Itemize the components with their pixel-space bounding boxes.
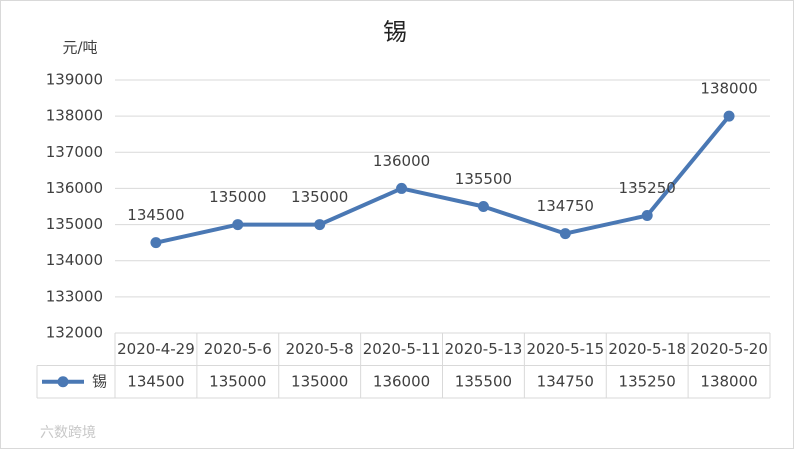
y-tick-label: 133000 (46, 287, 103, 305)
y-tick-label: 132000 (46, 324, 103, 342)
x-tick-label: 2020-5-6 (204, 340, 272, 358)
y-tick-label: 138000 (46, 107, 103, 125)
x-tick-label: 2020-5-11 (363, 340, 441, 358)
series-line (155, 114, 731, 245)
x-tick-label: 2020-5-8 (286, 340, 354, 358)
watermark: 六数跨境 (40, 425, 96, 441)
data-label: 136000 (373, 152, 430, 170)
data-label: 135000 (291, 188, 348, 206)
legend-marker (57, 376, 69, 388)
table-value: 134500 (127, 372, 184, 390)
data-point (314, 219, 326, 231)
x-tick-label: 2020-4-29 (117, 340, 195, 358)
y-tick-label: 139000 (46, 71, 103, 89)
y-axis-unit: 元/吨 (62, 39, 97, 57)
table-value: 136000 (373, 372, 430, 390)
y-tick-label: 134000 (46, 251, 103, 269)
data-label: 134750 (537, 197, 594, 215)
data-point (396, 182, 408, 194)
x-tick-label: 2020-5-20 (690, 340, 768, 358)
table-value: 135000 (291, 372, 348, 390)
table-value: 135500 (455, 372, 512, 390)
table-value: 135250 (619, 372, 676, 390)
x-tick-label: 2020-5-15 (526, 340, 604, 358)
legend-label: 锡 (92, 372, 107, 390)
x-tick-label: 2020-5-13 (445, 340, 523, 358)
table-value: 138000 (700, 372, 757, 390)
data-label: 135000 (209, 188, 266, 206)
y-tick-label: 136000 (46, 179, 103, 197)
chart-title: 锡 (383, 18, 407, 46)
data-point (150, 237, 162, 249)
data-point (477, 201, 489, 212)
data-label: 135500 (455, 170, 512, 188)
data-label: 135250 (619, 179, 676, 197)
y-tick-label: 135000 (46, 215, 103, 233)
data-label: 138000 (700, 80, 757, 98)
data-point (723, 110, 735, 122)
data-label: 134500 (127, 206, 184, 224)
data-point (232, 219, 244, 231)
table-value: 135000 (209, 372, 266, 390)
x-tick-label: 2020-5-18 (608, 340, 686, 358)
data-point (641, 210, 653, 222)
y-tick-label: 137000 (46, 143, 103, 161)
data-point (559, 228, 571, 240)
table-value: 134750 (537, 372, 594, 390)
